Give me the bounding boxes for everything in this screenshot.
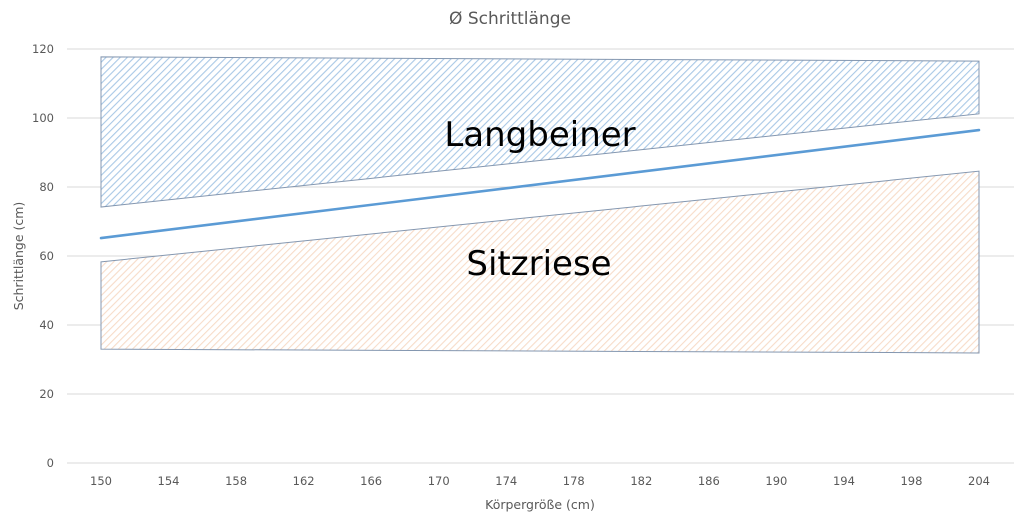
chart-title: Ø Schrittlänge [449, 9, 571, 29]
x-axis-label: Körpergröße (cm) [485, 497, 595, 512]
average-stride-line [99, 128, 981, 240]
x-tick-label: 186 [698, 474, 720, 488]
x-tick-label: 170 [428, 474, 450, 488]
x-tick-label: 190 [765, 474, 787, 488]
y-tick-label: 40 [39, 318, 54, 332]
annotation-langbeiner: Langbeiner [444, 115, 635, 155]
x-tick-label: 166 [360, 474, 382, 488]
langbeiner-band [100, 56, 980, 208]
y-tick-label: 100 [32, 111, 54, 125]
x-tick-label: 182 [630, 474, 652, 488]
y-tick-label: 0 [47, 456, 54, 470]
y-tick-label: 60 [39, 249, 54, 263]
y-tick-label: 20 [39, 387, 54, 401]
x-tick-label: 158 [225, 474, 247, 488]
y-tick-label: 80 [39, 180, 54, 194]
x-tick-label: 154 [158, 474, 180, 488]
x-tick-label: 174 [495, 474, 517, 488]
x-tick-label: 204 [968, 474, 990, 488]
y-axis-ticks: 0 20 40 60 80 100 120 [32, 42, 54, 470]
x-axis-ticks: 150 154 158 162 166 170 174 178 182 186 190 194 198 2… [90, 474, 990, 488]
x-tick-label: 178 [563, 474, 585, 488]
x-tick-label: 162 [293, 474, 315, 488]
x-tick-label: 194 [833, 474, 855, 488]
y-tick-label: 120 [32, 42, 54, 56]
sitzriese-band [100, 170, 980, 354]
annotation-sitzriese: Sitzriese [466, 244, 611, 284]
y-axis-label: Schrittlänge (cm) [11, 202, 26, 311]
x-tick-label: 150 [90, 474, 112, 488]
x-tick-label: 198 [900, 474, 922, 488]
